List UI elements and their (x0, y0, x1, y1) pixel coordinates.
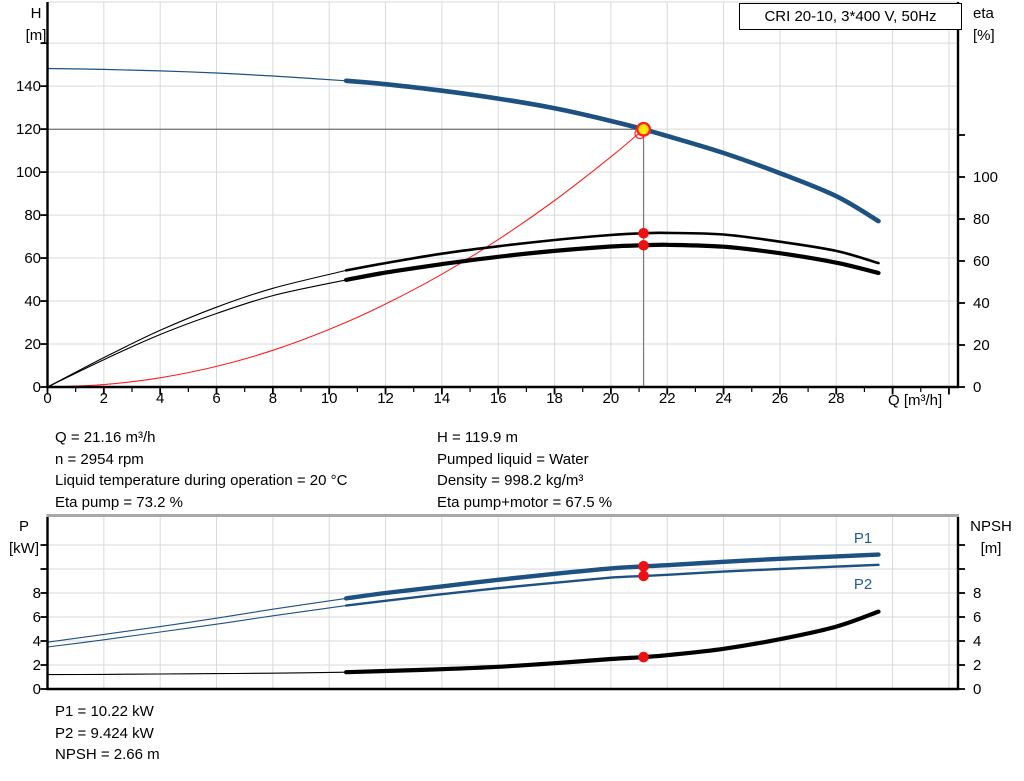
npsh-tick-label: 8 (973, 584, 982, 602)
duty-q-text: Q = 21.16 m³/h (55, 429, 156, 446)
npsh-curve (344, 609, 881, 675)
npsh-axis-title: NPSH [m] (970, 518, 1012, 557)
duty-temperature-text: Liquid temperature during operation = 20… (55, 472, 348, 489)
h-tick-label: 0 (32, 378, 41, 396)
eta-tick-label: 40 (973, 294, 990, 312)
npsh-tick-label: 6 (973, 608, 982, 626)
q-tick-label: 4 (156, 390, 165, 407)
duty-npsh-text: NPSH = 2.66 m (55, 746, 160, 763)
eta-tick-label: 100 (973, 168, 999, 186)
h-tick-label: 40 (24, 292, 41, 310)
h-tick-label: 140 (15, 77, 41, 95)
duty-eta-pump-motor-text: Eta pump+motor = 67.5 % (437, 493, 613, 511)
duty-info-left: Q = 21.16 m³/h n = 2954 rpm Liquid tempe… (55, 427, 347, 513)
p1-curve-label: P1 (853, 530, 873, 547)
duty-info-right: H = 119.9 m Pumped liquid = Water Densit… (437, 427, 612, 513)
eta-pump-curve-thin (47, 269, 347, 388)
h-tick-label: 80 (24, 206, 41, 224)
npsh-tick-label: 2 (973, 656, 982, 674)
p-tick-label: 4 (32, 632, 41, 650)
duty-p1-dot (638, 561, 649, 572)
duty-npsh-dot (638, 651, 649, 663)
eta-tick-label: 0 (973, 378, 982, 396)
pump-title-box: CRI 20-10, 3*400 V, 50Hz (739, 3, 962, 30)
eta-pump-motor-curve-thin (47, 279, 347, 388)
q-tick-label: 10 (320, 390, 338, 407)
eta-pump-curve (344, 231, 880, 272)
q-tick-label: 2 (99, 390, 108, 407)
q-tick-label: 24 (715, 390, 732, 407)
q-tick-label: 28 (827, 390, 845, 407)
head-curve (343, 78, 881, 224)
eta-tick-label: 80 (973, 210, 990, 228)
q-axis-title: Q [m³/h] (888, 392, 943, 409)
q-tick-label: 18 (546, 390, 563, 407)
h-tick-label: 60 (24, 249, 41, 267)
duty-point-marker[interactable] (636, 121, 652, 137)
q-tick-label: 22 (658, 390, 676, 407)
duty-eta-pump-dot (638, 227, 649, 239)
p-axis-title: P [kW] (9, 518, 39, 557)
npsh-curve-thin (47, 671, 347, 676)
duty-p2-dot (638, 570, 649, 582)
q-tick-label: 14 (433, 390, 451, 407)
h-tick-label: 100 (15, 163, 41, 181)
h-axis-title: H [m] (25, 5, 47, 44)
h-tick-label: 20 (24, 335, 41, 353)
p-tick-label: 6 (32, 608, 41, 626)
p2-curve-thin (47, 605, 347, 648)
duty-density-text: Density = 998.2 kg/m³ (437, 472, 584, 489)
head-curve-thin (47, 67, 347, 82)
npsh-tick-label: 4 (973, 632, 982, 650)
q-tick-label: 6 (212, 390, 221, 407)
p2-curve (344, 563, 880, 607)
duty-speed-text: n = 2954 rpm (55, 450, 144, 468)
q-tick-label: 16 (489, 390, 507, 407)
eta-tick-label: 60 (973, 252, 990, 270)
q-tick-label: 26 (771, 390, 789, 407)
duty-eta-pump-motor-dot (638, 239, 649, 251)
q-tick-label: 12 (377, 390, 394, 407)
duty-liquid-text: Pumped liquid = Water (437, 450, 589, 468)
p1-curve-thin (47, 597, 347, 643)
p-tick-label: 0 (32, 680, 41, 698)
p1-curve (343, 552, 881, 601)
system-curve (47, 128, 644, 388)
pump-title: CRI 20-10, 3*400 V, 50Hz (764, 8, 937, 25)
p-tick-label: 2 (32, 656, 41, 674)
duty-eta-pump-text: Eta pump = 73.2 % (55, 493, 183, 511)
p-tick-label: 8 (32, 584, 41, 602)
duty-h-text: H = 119.9 m (437, 429, 519, 446)
eta-tick-label: 20 (973, 336, 990, 354)
eta-pump-motor-curve (344, 242, 881, 282)
eta-axis-title: eta [%] (973, 5, 995, 44)
q-tick-label: 8 (268, 390, 278, 407)
h-tick-label: 120 (15, 120, 41, 138)
p2-curve-label: P2 (853, 576, 873, 593)
npsh-tick-label: 0 (973, 680, 982, 698)
duty-p2-text: P2 = 9.424 kW (55, 724, 154, 742)
duty-p1-text: P1 = 10.22 kW (55, 703, 154, 720)
q-tick-label: 20 (602, 390, 620, 407)
q-tick-label: 0 (43, 390, 52, 407)
duty-info-bottom: P1 = 10.22 kW P2 = 9.424 kW NPSH = 2.66 … (55, 701, 160, 766)
